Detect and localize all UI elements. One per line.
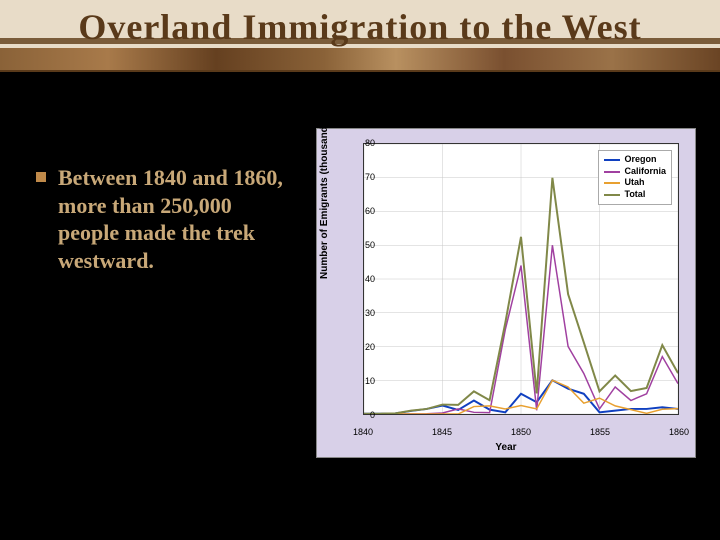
slide-title: Overland Immigration to the West bbox=[0, 6, 720, 48]
x-tick-label: 1855 bbox=[590, 427, 610, 437]
y-tick-label: 40 bbox=[355, 274, 375, 284]
legend-item-oregon: Oregon bbox=[604, 154, 666, 166]
chart-legend: OregonCaliforniaUtahTotal bbox=[598, 150, 672, 205]
x-tick-label: 1840 bbox=[353, 427, 373, 437]
legend-swatch-icon bbox=[604, 171, 620, 173]
bullet-block: Between 1840 and 1860, more than 250,000… bbox=[58, 164, 288, 274]
legend-item-california: California bbox=[604, 166, 666, 178]
y-tick-label: 50 bbox=[355, 240, 375, 250]
y-tick-label: 70 bbox=[355, 172, 375, 182]
title-banner: Overland Immigration to the West bbox=[0, 0, 720, 72]
chart-x-axis-label: Year bbox=[317, 442, 695, 453]
x-tick-label: 1860 bbox=[669, 427, 689, 437]
y-tick-label: 60 bbox=[355, 206, 375, 216]
content-area: Between 1840 and 1860, more than 250,000… bbox=[0, 72, 720, 540]
legend-swatch-icon bbox=[604, 182, 620, 184]
x-tick-label: 1845 bbox=[432, 427, 452, 437]
y-tick-label: 10 bbox=[355, 376, 375, 386]
legend-item-total: Total bbox=[604, 189, 666, 201]
chart-y-axis-label: Number of Emigrants (thousands) bbox=[319, 117, 330, 279]
legend-swatch-icon bbox=[604, 194, 620, 196]
legend-label: California bbox=[624, 166, 666, 178]
y-tick-label: 80 bbox=[355, 138, 375, 148]
y-tick-label: 30 bbox=[355, 308, 375, 318]
legend-label: Total bbox=[624, 189, 645, 201]
legend-label: Utah bbox=[624, 177, 644, 189]
chart-plot-area: OregonCaliforniaUtahTotal bbox=[363, 143, 679, 415]
legend-swatch-icon bbox=[604, 159, 620, 161]
banner-stripe-main bbox=[0, 48, 720, 70]
y-tick-label: 20 bbox=[355, 342, 375, 352]
bullet-text: Between 1840 and 1860, more than 250,000… bbox=[58, 164, 288, 274]
y-tick-label: 0 bbox=[355, 410, 375, 420]
legend-label: Oregon bbox=[624, 154, 656, 166]
x-tick-label: 1850 bbox=[511, 427, 531, 437]
chart-container: Number of Emigrants (thousands) Year Ore… bbox=[316, 128, 696, 458]
bullet-marker-icon bbox=[36, 172, 46, 182]
legend-item-utah: Utah bbox=[604, 177, 666, 189]
